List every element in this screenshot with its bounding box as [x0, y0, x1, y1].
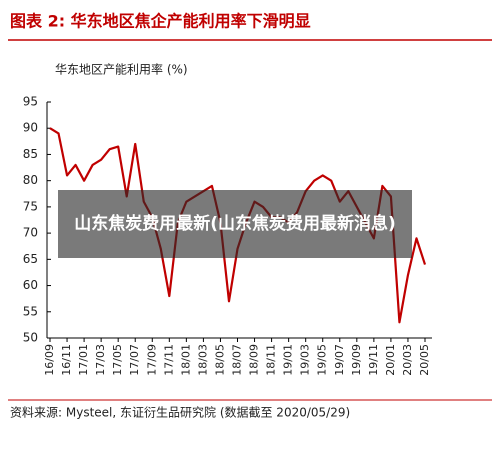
- y-tick-label: 75: [23, 199, 38, 213]
- x-tick-label: 19/03: [299, 344, 312, 376]
- overlay-banner: 山东焦炭费用最新(山东焦炭费用最新消息): [58, 190, 412, 258]
- x-tick-label: 19/09: [350, 344, 363, 376]
- x-tick-label: 18/09: [248, 344, 261, 376]
- x-tick-label: 17/03: [94, 344, 107, 376]
- x-tick-label: 19/11: [367, 344, 380, 376]
- y-tick-label: 55: [23, 304, 38, 318]
- y-tick-label: 70: [23, 226, 38, 240]
- x-tick-label: 18/03: [196, 344, 209, 376]
- x-tick-label: 20/03: [401, 344, 414, 376]
- chart-subtitle: 华东地区产能利用率 (%): [55, 62, 188, 77]
- x-tick-label: 16/11: [60, 344, 73, 376]
- x-tick-label: 20/01: [384, 344, 397, 376]
- x-tick-label: 18/05: [213, 344, 226, 376]
- x-tick-label: 19/07: [333, 344, 346, 376]
- source: 资料来源: Mysteel, 东证衍生品研究院 (数据截至 2020/05/29…: [10, 405, 350, 420]
- x-tick-label: 18/01: [179, 344, 192, 376]
- overlay-text: 山东焦炭费用最新(山东焦炭费用最新消息): [74, 214, 396, 234]
- y-tick-label: 50: [23, 331, 38, 345]
- y-tick-label: 65: [23, 252, 38, 266]
- x-tick-label: 18/11: [265, 344, 278, 376]
- x-tick-label: 18/07: [231, 344, 244, 376]
- x-tick-label: 17/01: [77, 344, 90, 376]
- y-tick-label: 85: [23, 147, 38, 161]
- y-tick-label: 80: [23, 173, 38, 187]
- x-tick-label: 17/11: [162, 344, 175, 376]
- x-tick-label: 20/05: [418, 344, 431, 376]
- x-tick-label: 19/05: [316, 344, 329, 376]
- x-tick-label: 17/07: [128, 344, 141, 376]
- y-tick-label: 95: [23, 95, 38, 109]
- y-tick-label: 60: [23, 278, 38, 292]
- y-tick-label: 90: [23, 121, 38, 135]
- x-tick-label: 17/09: [145, 344, 158, 376]
- x-tick-label: 16/09: [43, 344, 56, 376]
- x-tick-label: 17/05: [111, 344, 124, 376]
- x-tick-label: 19/01: [282, 344, 295, 376]
- chart-title: 图表 2: 华东地区焦企产能利用率下滑明显: [10, 12, 311, 31]
